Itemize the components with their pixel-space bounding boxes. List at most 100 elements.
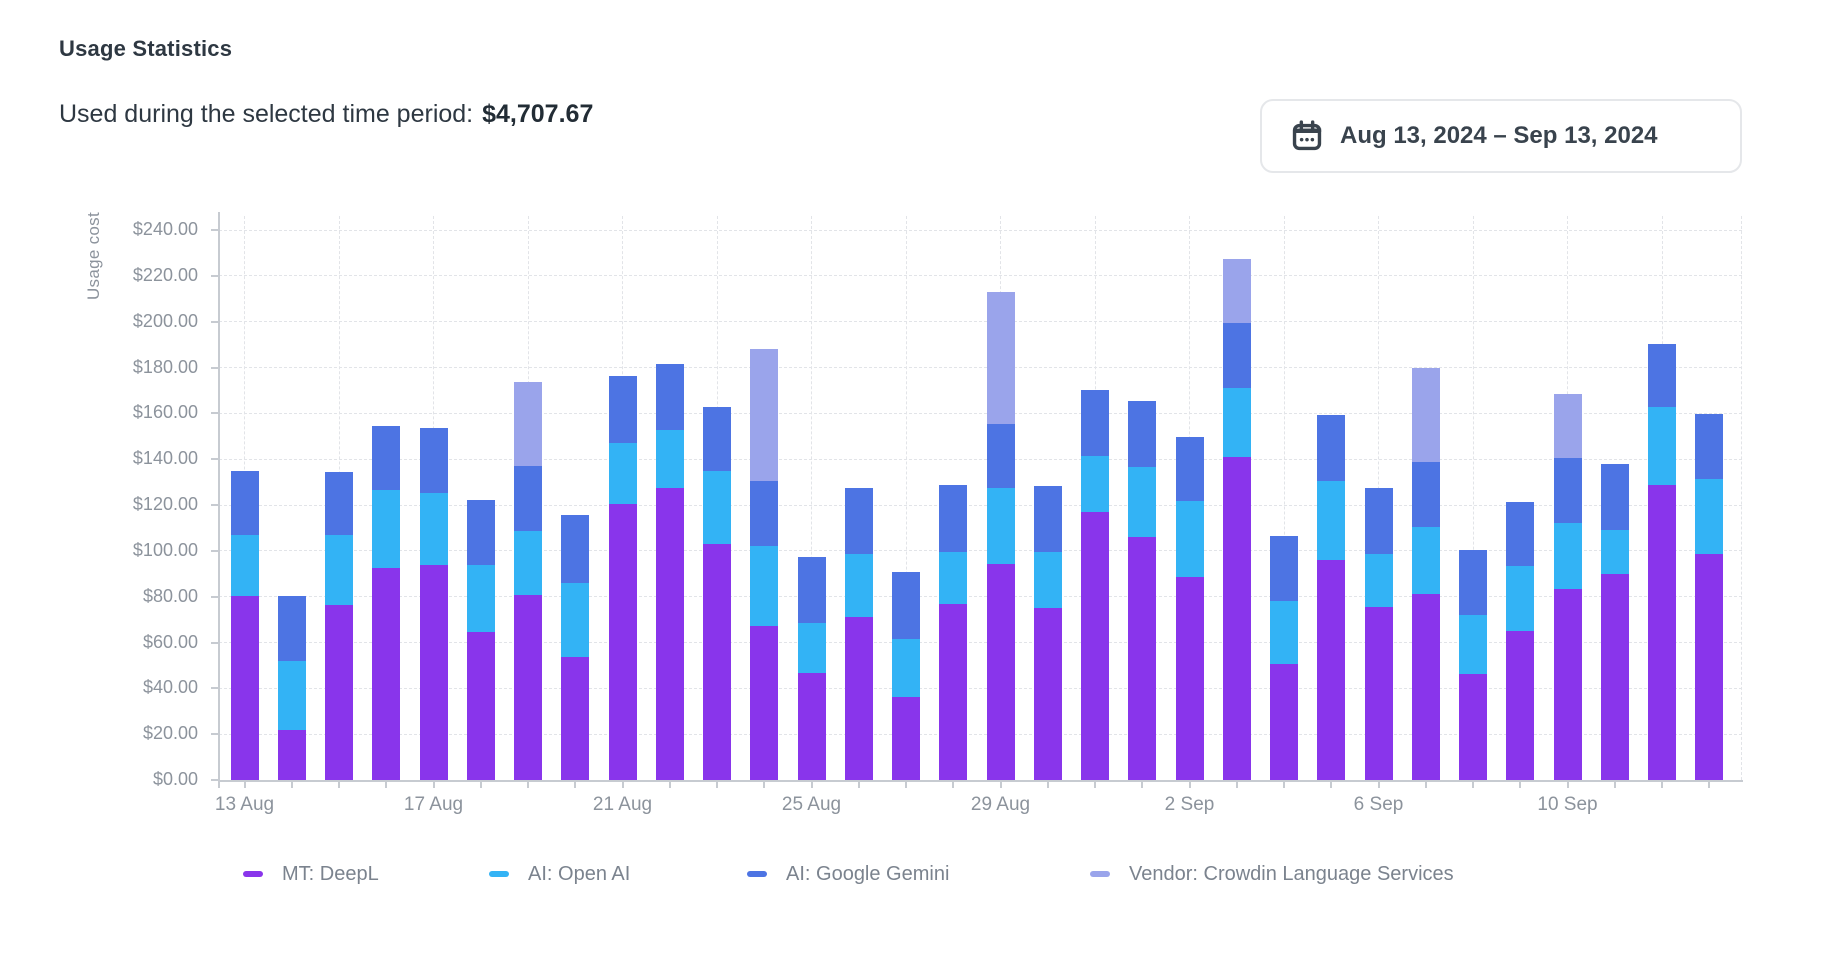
- segment-ai-google-gemini: [797, 557, 826, 623]
- y-gridline: [218, 458, 1742, 460]
- segment-mt-deepl: [608, 503, 637, 780]
- legend-marker-icon: [489, 871, 509, 877]
- x-tick: [1141, 780, 1144, 788]
- bar-2-sep[interactable]: [1175, 437, 1204, 780]
- bar-29-aug[interactable]: [986, 292, 1015, 780]
- segment-ai-open-ai: [1459, 615, 1487, 675]
- segment-ai-open-ai: [466, 564, 495, 633]
- bar-31-aug[interactable]: [1081, 389, 1109, 780]
- x-tick: [290, 780, 293, 788]
- segment-ai-google-gemini: [1553, 458, 1582, 524]
- bar-6-sep[interactable]: [1364, 488, 1393, 780]
- segment-ai-google-gemini: [1648, 343, 1676, 408]
- bar-13-sep[interactable]: [1695, 414, 1724, 780]
- x-tick: [574, 780, 577, 788]
- bar-18-aug[interactable]: [466, 499, 495, 780]
- y-tick: [210, 733, 219, 736]
- segment-ai-open-ai: [561, 582, 590, 657]
- segment-mt-deepl: [514, 595, 542, 780]
- x-tick: [1046, 780, 1049, 788]
- segment-ai-open-ai: [1695, 479, 1724, 555]
- segment-ai-open-ai: [277, 661, 306, 731]
- bar-4-sep[interactable]: [1270, 535, 1298, 780]
- y-axis-line: [217, 212, 220, 780]
- segment-ai-google-gemini: [608, 375, 637, 443]
- x-tick: [1519, 780, 1522, 788]
- segment-ai-google-gemini: [1081, 389, 1109, 457]
- page-title: Usage Statistics: [59, 36, 233, 61]
- segment-mt-deepl: [655, 487, 684, 780]
- legend-marker-icon: [243, 871, 263, 877]
- segment-mt-deepl: [325, 604, 353, 780]
- bar-30-aug[interactable]: [1033, 486, 1062, 780]
- legend-item-2[interactable]: AI: Open AI: [489, 860, 630, 888]
- y-tick: [210, 641, 219, 644]
- bar-19-aug[interactable]: [514, 382, 542, 780]
- x-tick: [1424, 780, 1427, 788]
- legend-marker-icon: [1090, 871, 1110, 877]
- segment-vendor-crowdin-language-services: [1553, 393, 1582, 459]
- bar-9-sep[interactable]: [1506, 502, 1535, 780]
- segment-mt-deepl: [1364, 606, 1393, 780]
- segment-mt-deepl: [1175, 576, 1204, 780]
- segment-ai-google-gemini: [561, 515, 590, 583]
- segment-mt-deepl: [703, 544, 731, 780]
- y-tick: [210, 779, 219, 781]
- y-tick-label: $220.00: [132, 264, 198, 285]
- segment-ai-open-ai: [986, 488, 1015, 564]
- x-tick: [1566, 780, 1569, 788]
- segment-ai-google-gemini: [1317, 415, 1346, 482]
- bar-11-sep[interactable]: [1600, 463, 1629, 780]
- x-tick: [763, 780, 766, 788]
- segment-ai-google-gemini: [1695, 414, 1724, 480]
- x-tick: [999, 780, 1002, 788]
- segment-mt-deepl: [844, 617, 873, 780]
- bar-17-aug[interactable]: [419, 427, 448, 780]
- bar-15-aug[interactable]: [325, 471, 353, 780]
- legend-item-1[interactable]: MT: DeepL: [243, 860, 379, 888]
- x-tick-label: 17 Aug: [403, 794, 464, 815]
- segment-vendor-crowdin-language-services: [514, 382, 542, 466]
- segment-mt-deepl: [1033, 608, 1062, 780]
- bar-12-sep[interactable]: [1648, 343, 1676, 780]
- bar-10-sep[interactable]: [1553, 393, 1582, 780]
- legend-item-4[interactable]: Vendor: Crowdin Language Services: [1090, 860, 1454, 888]
- segment-mt-deepl: [1648, 484, 1676, 780]
- bar-7-sep[interactable]: [1411, 367, 1440, 781]
- bar-22-aug[interactable]: [655, 363, 684, 780]
- x-tick: [432, 780, 435, 788]
- y-gridline: [218, 687, 1742, 689]
- bar-26-aug[interactable]: [844, 487, 873, 780]
- segment-ai-google-gemini: [325, 471, 353, 535]
- x-tick-label: 25 Aug: [781, 794, 842, 815]
- calendar-icon: [1292, 120, 1322, 151]
- segment-ai-open-ai: [372, 490, 401, 568]
- segment-ai-open-ai: [703, 470, 731, 545]
- segment-ai-open-ai: [892, 639, 920, 697]
- bar-1-sep[interactable]: [1128, 401, 1157, 780]
- bar-28-aug[interactable]: [939, 485, 968, 780]
- bar-16-aug[interactable]: [372, 425, 401, 780]
- y-gridline: [218, 367, 1742, 368]
- bar-21-aug[interactable]: [608, 375, 637, 780]
- segment-ai-open-ai: [1270, 600, 1298, 665]
- bar-23-aug[interactable]: [703, 407, 731, 780]
- bar-8-sep[interactable]: [1459, 550, 1487, 780]
- bar-20-aug[interactable]: [561, 515, 590, 780]
- x-tick: [385, 780, 388, 788]
- segment-vendor-crowdin-language-services: [1222, 258, 1251, 323]
- bar-5-sep[interactable]: [1317, 415, 1346, 780]
- bar-14-aug[interactable]: [277, 595, 306, 780]
- x-tick-label: 21 Aug: [592, 794, 653, 815]
- bar-3-sep[interactable]: [1222, 258, 1251, 780]
- bar-13-aug[interactable]: [230, 470, 259, 780]
- bar-25-aug[interactable]: [797, 557, 826, 780]
- y-tick-label: $200.00: [132, 310, 198, 331]
- bar-24-aug[interactable]: [750, 348, 779, 780]
- date-range-picker[interactable]: Aug 13, 2024 – Sep 13, 2024: [1260, 99, 1742, 173]
- segment-mt-deepl: [1270, 664, 1298, 780]
- segment-ai-open-ai: [1553, 523, 1582, 589]
- bar-27-aug[interactable]: [892, 571, 920, 780]
- legend-item-3[interactable]: AI: Google Gemini: [747, 860, 949, 888]
